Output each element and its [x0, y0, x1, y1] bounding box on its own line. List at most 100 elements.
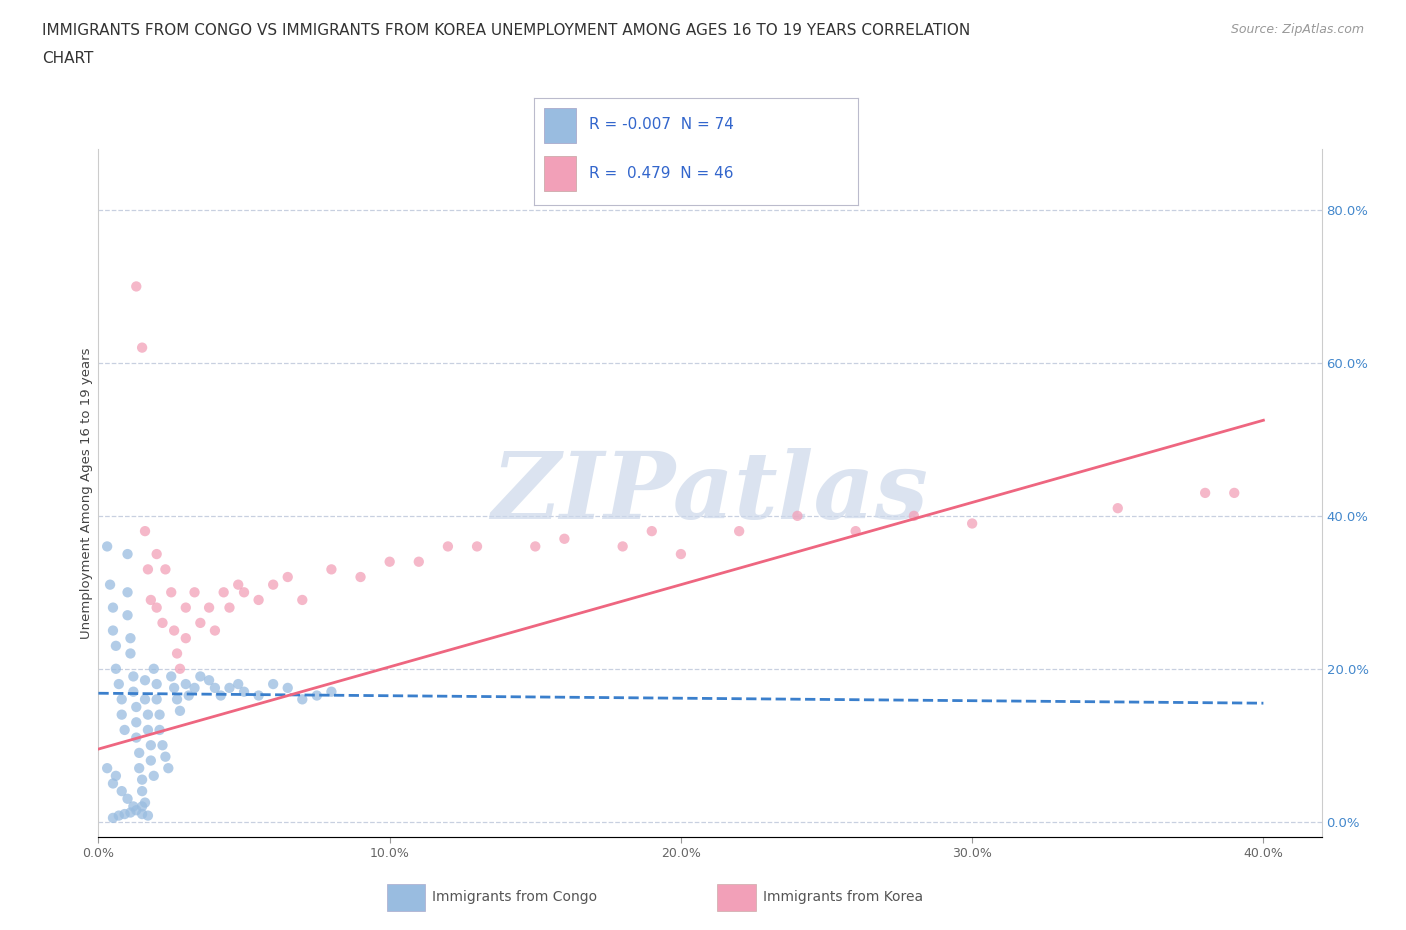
Point — [114, 723, 136, 737]
Point — [183, 681, 205, 696]
Point — [131, 340, 153, 355]
Point — [408, 554, 430, 569]
Point — [125, 803, 148, 817]
Point — [641, 524, 664, 538]
Point — [125, 279, 148, 294]
Point — [669, 547, 692, 562]
Point — [1107, 500, 1129, 515]
Point — [209, 688, 232, 703]
Point — [226, 578, 249, 592]
Point — [188, 669, 212, 684]
Point — [163, 623, 186, 638]
Point — [134, 692, 156, 707]
Point — [166, 646, 188, 661]
Point — [845, 524, 868, 538]
Point — [111, 784, 134, 799]
Point — [145, 547, 167, 562]
Point — [218, 600, 240, 615]
Point — [145, 600, 167, 615]
Point — [145, 692, 167, 707]
Point — [166, 692, 188, 707]
Point — [349, 569, 371, 584]
Point — [131, 799, 153, 814]
Point — [321, 562, 343, 577]
Point — [160, 669, 183, 684]
Point — [131, 806, 153, 821]
Point — [145, 677, 167, 692]
Point — [104, 638, 127, 653]
Point — [277, 681, 299, 696]
Point — [117, 547, 139, 562]
Bar — [717, 884, 756, 911]
Point — [128, 761, 150, 776]
Y-axis label: Unemployment Among Ages 16 to 19 years: Unemployment Among Ages 16 to 19 years — [80, 347, 93, 639]
Point — [233, 684, 256, 699]
Point — [903, 509, 925, 524]
Point — [291, 592, 314, 607]
Point — [152, 616, 174, 631]
Bar — [387, 884, 425, 911]
Point — [174, 677, 197, 692]
Point — [1223, 485, 1246, 500]
Point — [465, 539, 488, 554]
Point — [226, 677, 249, 692]
Point — [96, 539, 118, 554]
Point — [120, 631, 142, 645]
Point — [117, 608, 139, 623]
Point — [198, 600, 221, 615]
Point — [174, 600, 197, 615]
Point — [96, 761, 118, 776]
Point — [136, 562, 159, 577]
Bar — [544, 108, 576, 142]
Point — [139, 753, 162, 768]
Point — [134, 524, 156, 538]
Point — [136, 707, 159, 722]
Point — [212, 585, 235, 600]
Point — [247, 688, 270, 703]
Point — [125, 730, 148, 745]
Point — [277, 569, 299, 584]
Point — [553, 531, 575, 546]
Point — [291, 692, 314, 707]
Point — [728, 524, 751, 538]
Point — [101, 776, 124, 790]
Text: Source: ZipAtlas.com: Source: ZipAtlas.com — [1230, 23, 1364, 36]
Point — [125, 715, 148, 730]
Point — [612, 539, 634, 554]
Point — [114, 806, 136, 821]
Point — [149, 723, 172, 737]
Point — [262, 578, 284, 592]
Point — [262, 677, 284, 692]
Point — [111, 707, 134, 722]
Point — [134, 672, 156, 687]
Point — [101, 623, 124, 638]
Point — [177, 688, 200, 703]
Point — [136, 723, 159, 737]
Point — [134, 795, 156, 810]
Point — [101, 600, 124, 615]
Point — [117, 585, 139, 600]
Point — [122, 684, 145, 699]
Text: IMMIGRANTS FROM CONGO VS IMMIGRANTS FROM KOREA UNEMPLOYMENT AMONG AGES 16 TO 19 : IMMIGRANTS FROM CONGO VS IMMIGRANTS FROM… — [42, 23, 970, 38]
Point — [169, 703, 191, 718]
Point — [108, 808, 131, 823]
Point — [437, 539, 460, 554]
Point — [152, 737, 174, 752]
Point — [128, 746, 150, 761]
Point — [131, 772, 153, 787]
Point — [960, 516, 983, 531]
Point — [218, 681, 240, 696]
Point — [104, 768, 127, 783]
Point — [183, 585, 205, 600]
Point — [786, 509, 808, 524]
Point — [120, 805, 142, 820]
Point — [247, 592, 270, 607]
Point — [321, 684, 343, 699]
Point — [149, 707, 172, 722]
Point — [117, 791, 139, 806]
Point — [204, 681, 226, 696]
Text: R = -0.007  N = 74: R = -0.007 N = 74 — [589, 117, 734, 132]
Point — [378, 554, 401, 569]
Point — [142, 661, 165, 676]
Point — [204, 623, 226, 638]
